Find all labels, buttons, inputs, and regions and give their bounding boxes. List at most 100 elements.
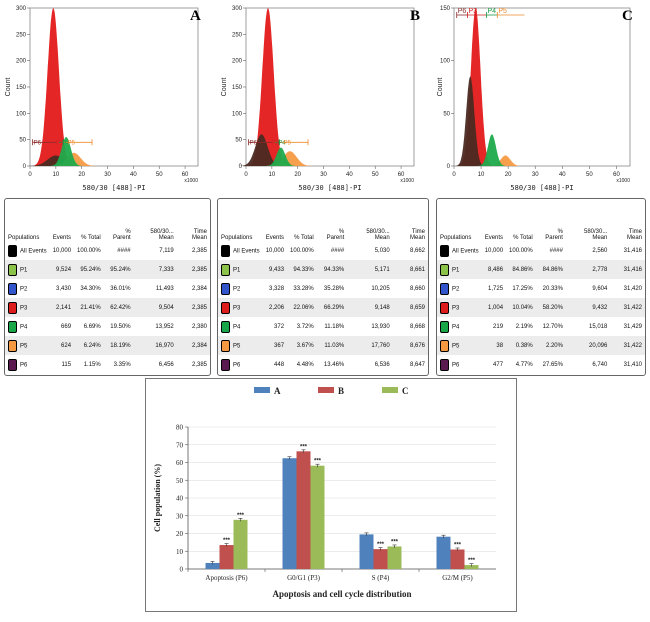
- population-name: P6: [233, 362, 241, 369]
- table-row: P4 372 3.72% 11.18% 13,930 8,668: [218, 317, 428, 336]
- x-scale-label: x1000: [184, 178, 198, 184]
- cell-mean: 9,504: [133, 298, 177, 317]
- cell-events: 1,004: [481, 298, 507, 317]
- population-swatch: [8, 301, 17, 314]
- bar-chart-panel: A B C 0 10 20 30 40 50 60 70 80 Apoptosis (P6) *** ***…: [145, 378, 517, 612]
- gate-label-p4: P4: [278, 140, 286, 146]
- cell-time: 2,385: [176, 298, 210, 317]
- statistics-table-b: Populations Events % Total % Parent 580/30..…: [217, 198, 429, 376]
- table-row: All Events 10,000 100.00% #### 5,030 8,662: [218, 241, 428, 260]
- cell-parent: 58.20%: [535, 298, 566, 317]
- cell-parent: 94.33%: [316, 260, 348, 279]
- x-tick-label: 0: [452, 172, 456, 178]
- population-swatch: [440, 320, 449, 333]
- population-cell: P6: [437, 355, 482, 374]
- cell-total: 4.48%: [296, 361, 314, 368]
- significance-label: ***: [377, 542, 385, 548]
- column-header: % Parent: [112, 229, 131, 241]
- cell-events: 10,000: [265, 247, 285, 254]
- cell-mean: 5,171: [347, 260, 393, 279]
- gate-label-p4: P4: [62, 140, 70, 146]
- cell-events: 10,000: [52, 247, 72, 254]
- table-row: P6 477 4.77% 27.65% 6,740 31,410: [437, 355, 645, 374]
- significance-label: ***: [454, 542, 462, 548]
- population-swatch: [221, 301, 230, 314]
- population-name: P1: [452, 267, 460, 274]
- cell-parent: 13.46%: [323, 361, 345, 368]
- column-header: Populations: [440, 235, 472, 241]
- population-cell: P2: [218, 279, 263, 298]
- population-swatch: [221, 339, 230, 352]
- table-row: P5 38 0.38% 2.20% 20,096 31,422: [437, 336, 645, 355]
- column-header: 580/30... Mean: [150, 229, 174, 241]
- legend-swatch-c: [382, 387, 398, 393]
- cell-events: 3,430: [56, 285, 72, 292]
- bar-a-3: [436, 536, 451, 569]
- cell-time: 2,385: [191, 247, 207, 254]
- cell-total: 94.33%: [287, 260, 317, 279]
- peak-p6: [26, 155, 85, 166]
- cell-total: 3.72%: [296, 323, 314, 330]
- cell-time: 8,661: [392, 260, 428, 279]
- population-cell: P1: [218, 260, 263, 279]
- x-tick-label: 10: [269, 172, 276, 178]
- cell-mean: 15,018: [588, 323, 608, 330]
- cell-parent: 84.86%: [535, 260, 566, 279]
- population-cell: P5: [437, 336, 482, 355]
- cell-total: 100.00%: [77, 247, 101, 254]
- y-tick-label: 40: [176, 495, 184, 503]
- column-header: % Total: [513, 235, 533, 241]
- table-row: P1 9,433 94.33% 94.33% 5,171 8,661: [218, 260, 428, 279]
- population-cell: P4: [218, 317, 263, 336]
- cell-parent: 11.18%: [324, 323, 345, 330]
- table-row: P3 1,004 10.04% 58.20% 9,432 31,422: [437, 298, 645, 317]
- population-cell: P5: [5, 336, 50, 355]
- histogram-a: 0 50 100 150 200 250 300 0 10 20 30 40 50 60 x1000 580/…: [0, 0, 216, 196]
- cell-time: 2,385: [176, 260, 210, 279]
- y-tick-label: 50: [19, 138, 26, 144]
- cell-total: 17.25%: [512, 285, 533, 292]
- y-tick-label: 80: [176, 424, 184, 432]
- cell-total: 2.19%: [515, 323, 533, 330]
- population-name: P4: [452, 324, 460, 331]
- column-header: Populations: [8, 235, 40, 241]
- population-name: P6: [452, 362, 460, 369]
- cell-parent: ####: [549, 247, 563, 254]
- significance-label: ***: [391, 539, 399, 545]
- population-swatch: [221, 263, 230, 276]
- y-tick-label: 30: [176, 512, 184, 520]
- population-swatch: [221, 320, 230, 333]
- x-tick-label: 0: [28, 172, 32, 178]
- legend-label-c: C: [402, 386, 409, 396]
- cell-mean: 2,778: [565, 260, 611, 279]
- cell-total: 95.24%: [74, 260, 104, 279]
- cell-parent: 95.24%: [103, 260, 134, 279]
- cell-time: 31,422: [610, 298, 645, 317]
- y-tick-label: 200: [16, 59, 27, 65]
- legend-swatch-a: [254, 387, 270, 393]
- population-swatch: [440, 244, 449, 257]
- gate-label-p3: P3: [272, 140, 280, 146]
- column-header: Events: [265, 235, 285, 241]
- cell-time: 2,384: [191, 285, 207, 292]
- column-header: % Total: [81, 235, 101, 241]
- cell-mean: 16,970: [133, 336, 177, 355]
- cell-mean: 20,096: [565, 336, 611, 355]
- y-tick-label: 20: [176, 530, 184, 538]
- cell-events: 9,433: [262, 260, 288, 279]
- x-axis-label: 580/30 [488]-PI: [298, 184, 361, 192]
- statistics-table-a: Populations Events % Total % Parent 580/30..…: [4, 198, 211, 376]
- population-cell: All Events: [218, 241, 263, 260]
- cell-total: 100.00%: [290, 247, 314, 254]
- y-tick-label: 100: [440, 59, 451, 65]
- panel-letter-a: A: [190, 8, 201, 24]
- column-header: Time Mean: [626, 229, 642, 241]
- cell-events: 448: [274, 361, 285, 368]
- population-name: P1: [20, 267, 28, 274]
- x-axis-title: Apoptosis and cell cycle distribution: [272, 589, 411, 599]
- y-axis-title: Cell population (%): [153, 464, 162, 532]
- cell-parent: 66.29%: [316, 298, 348, 317]
- cell-mean: 9,604: [592, 285, 608, 292]
